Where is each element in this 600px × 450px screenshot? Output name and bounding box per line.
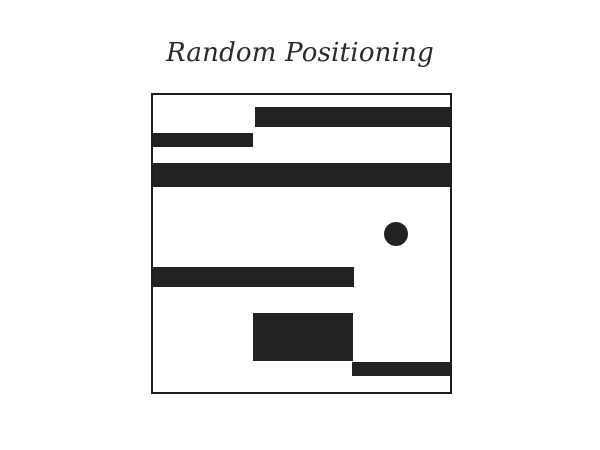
positioning-frame <box>151 93 452 394</box>
top-right-bar <box>255 107 450 127</box>
middle-left-bar <box>153 267 354 287</box>
page-title: Random Positioning <box>166 38 434 68</box>
circle-dot <box>384 222 408 246</box>
bottom-right-bar <box>352 362 450 376</box>
full-width-bar <box>153 163 450 187</box>
center-square-block <box>253 313 353 361</box>
top-left-short-bar <box>153 133 253 147</box>
